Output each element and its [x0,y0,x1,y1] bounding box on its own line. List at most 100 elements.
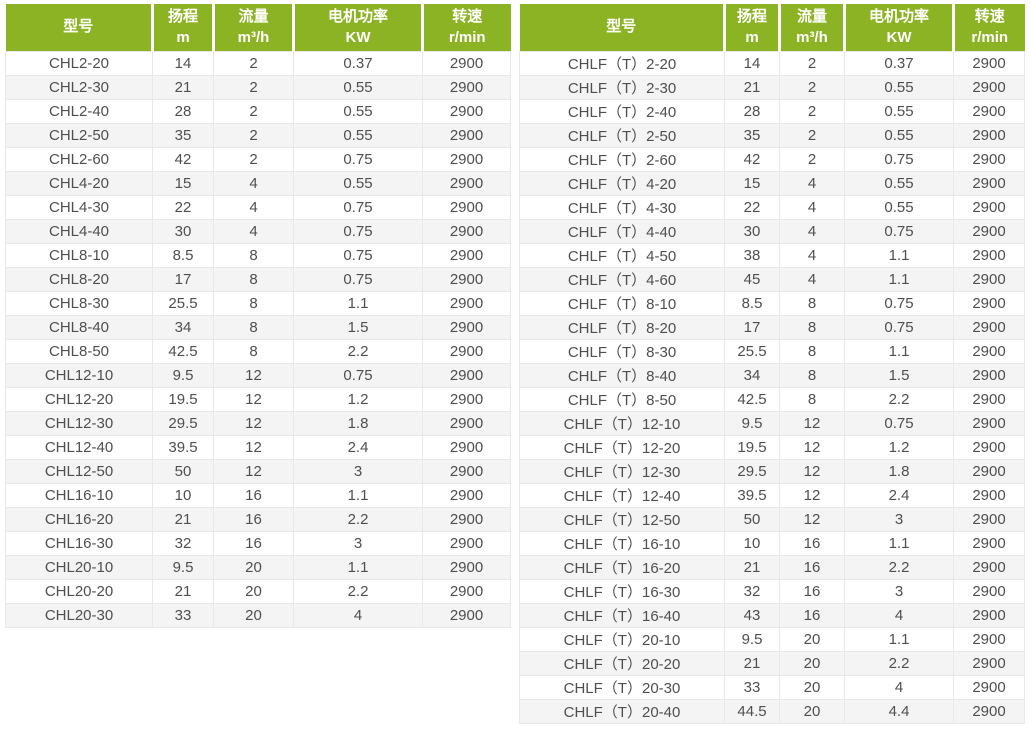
cell-speed-rpm: 2900 [953,242,1025,268]
cell-flow-m3h: 4 [213,218,294,244]
cell-head-m: 25.5 [724,338,780,364]
speed-column-header: 转速 r/min [421,4,511,51]
model-label: 型号 [63,18,94,36]
table-row: CHLF（T）2-20 14 2 0.37 2900 [519,50,1025,76]
table-row: CHL20-30 33 20 4 2900 [5,602,511,628]
cell-power-kw: 3 [844,506,954,532]
cell-power-kw: 1.1 [293,290,423,316]
speed-unit: r/min [448,29,486,47]
cell-flow-m3h: 8 [213,290,294,316]
cell-head-m: 21 [152,74,214,100]
model-column-header: 型号 [5,4,153,51]
cell-power-kw: 0.75 [293,194,423,220]
cell-power-kw: 0.75 [293,362,423,388]
cell-power-kw: 2.2 [293,506,423,532]
table-row: CHL16-10 10 16 1.1 2900 [5,482,511,508]
cell-speed-rpm: 2900 [953,674,1025,700]
table-row: CHLF（T）4-20 15 4 0.55 2900 [519,170,1025,196]
table-row: CHL2-60 42 2 0.75 2900 [5,146,511,172]
cell-head-m: 29.5 [724,458,780,484]
cell-power-kw: 0.75 [293,242,423,268]
cell-head-m: 38 [724,242,780,268]
cell-model: CHLF（T）4-50 [519,242,725,268]
cell-power-kw: 0.55 [844,122,954,148]
cell-power-kw: 2.2 [293,338,423,364]
cell-speed-rpm: 2900 [422,482,511,508]
cell-model: CHLF（T）16-10 [519,530,725,556]
cell-model: CHLF（T）8-30 [519,338,725,364]
cell-speed-rpm: 2900 [953,290,1025,316]
cell-head-m: 21 [724,74,780,100]
cell-flow-m3h: 12 [779,506,845,532]
cell-speed-rpm: 2900 [953,698,1025,724]
cell-flow-m3h: 16 [779,530,845,556]
table-row: CHLF（T）4-50 38 4 1.1 2900 [519,242,1025,268]
power-column-header: 电机功率 KW [292,4,423,51]
cell-power-kw: 1.1 [844,530,954,556]
cell-flow-m3h: 12 [779,434,845,460]
cell-model: CHLF（T）20-10 [519,626,725,652]
cell-flow-m3h: 4 [213,194,294,220]
cell-speed-rpm: 2900 [422,554,511,580]
head-column-header: 扬程 m [723,4,780,51]
cell-head-m: 19.5 [724,434,780,460]
cell-head-m: 30 [152,218,214,244]
cell-model: CHLF（T）16-40 [519,602,725,628]
cell-speed-rpm: 2900 [422,410,511,436]
cell-power-kw: 1.5 [844,362,954,388]
cell-model: CHLF（T）2-20 [519,50,725,76]
cell-flow-m3h: 4 [779,194,845,220]
cell-model: CHLF（T）8-10 [519,290,725,316]
cell-speed-rpm: 2900 [953,218,1025,244]
cell-flow-m3h: 2 [213,146,294,172]
cell-head-m: 19.5 [152,386,214,412]
cell-model: CHLF（T）12-40 [519,482,725,508]
table-row: CHL12-40 39.5 12 2.4 2900 [5,434,511,460]
cell-power-kw: 0.75 [844,410,954,436]
cell-model: CHLF（T）20-30 [519,674,725,700]
cell-speed-rpm: 2900 [953,386,1025,412]
table-row: CHL4-30 22 4 0.75 2900 [5,194,511,220]
table-row: CHLF（T）8-50 42.5 8 2.2 2900 [519,386,1025,412]
cell-head-m: 42.5 [152,338,214,364]
cell-model: CHLF（T）12-20 [519,434,725,460]
cell-model: CHLF（T）2-40 [519,98,725,124]
cell-speed-rpm: 2900 [422,506,511,532]
cell-speed-rpm: 2900 [953,482,1025,508]
header-row: 型号 扬程 m 流量 m³/h 电机功率 KW 转速 r/min [5,4,511,51]
table-row: CHLF（T）8-40 34 8 1.5 2900 [519,362,1025,388]
cell-head-m: 9.5 [724,626,780,652]
cell-flow-m3h: 8 [213,314,294,340]
cell-speed-rpm: 2900 [953,98,1025,124]
cell-model: CHLF（T）8-20 [519,314,725,340]
cell-speed-rpm: 2900 [422,434,511,460]
cell-flow-m3h: 2 [779,98,845,124]
table-row: CHL8-30 25.5 8 1.1 2900 [5,290,511,316]
table-row: CHLF（T）4-30 22 4 0.55 2900 [519,194,1025,220]
cell-head-m: 21 [724,554,780,580]
cell-model: CHL2-30 [5,74,153,100]
cell-model: CHLF（T）2-50 [519,122,725,148]
cell-head-m: 44.5 [724,698,780,724]
table-row: CHL2-50 35 2 0.55 2900 [5,122,511,148]
chlf-t-table-body: CHLF（T）2-20 14 2 0.37 2900 CHLF（T）2-30 21 2 0.55… [519,50,1025,724]
cell-speed-rpm: 2900 [953,266,1025,292]
cell-flow-m3h: 20 [779,698,845,724]
cell-model: CHL12-30 [5,410,153,436]
cell-power-kw: 0.75 [844,218,954,244]
cell-head-m: 34 [152,314,214,340]
cell-model: CHL4-30 [5,194,153,220]
cell-model: CHLF（T）4-40 [519,218,725,244]
cell-flow-m3h: 20 [213,602,294,628]
cell-speed-rpm: 2900 [422,266,511,292]
cell-speed-rpm: 2900 [953,146,1025,172]
cell-head-m: 9.5 [152,362,214,388]
cell-flow-m3h: 16 [213,506,294,532]
cell-model: CHLF（T）8-40 [519,362,725,388]
cell-flow-m3h: 12 [213,410,294,436]
cell-flow-m3h: 16 [779,554,845,580]
cell-flow-m3h: 12 [213,362,294,388]
cell-flow-m3h: 8 [213,338,294,364]
cell-flow-m3h: 12 [213,458,294,484]
cell-flow-m3h: 2 [213,74,294,100]
